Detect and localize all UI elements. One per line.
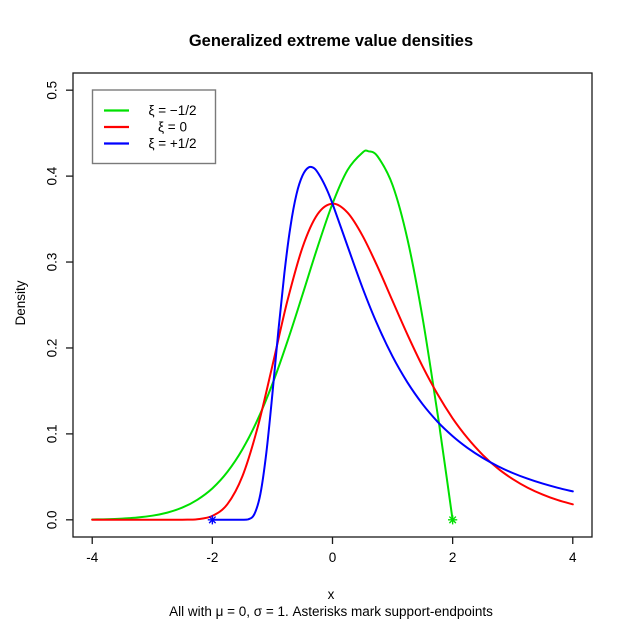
legend-label-xi-zero: ξ = 0: [158, 120, 187, 135]
x-tick-label: 2: [449, 550, 457, 565]
x-tick-label: 4: [569, 550, 577, 565]
y-tick-label: 0.3: [45, 253, 60, 272]
legend-label-xi-minus-half: ξ = −1/2: [148, 103, 196, 118]
y-tick-label: 0.4: [45, 166, 60, 185]
support-endpoint-markers: [207, 515, 458, 525]
caption: All with μ = 0, σ = 1. Asterisks mark su…: [169, 604, 493, 619]
x-tick-label: -2: [206, 550, 218, 565]
y-tick-label: 0.2: [45, 339, 60, 358]
x-tick-label: 0: [329, 550, 337, 565]
y-tick-label: 0.1: [45, 424, 60, 443]
density-curves: [91, 149, 574, 521]
y-tick-label: 0.5: [45, 81, 60, 100]
legend: ξ = −1/2 ξ = 0 ξ = +1/2: [91, 89, 217, 165]
density-curve-0: [91, 149, 454, 521]
asterisk-marker: [448, 515, 458, 525]
asterisk-marker: [207, 515, 217, 525]
axes: -4 -2 0 2 4 0.0 0.1 0.2 0.3 0.4 0.5: [45, 81, 578, 565]
legend-box: [91, 89, 217, 165]
x-axis-title: x: [328, 587, 335, 602]
y-tick-label: 0.0: [45, 510, 60, 529]
density-curve-1: [91, 202, 574, 521]
y-axis-title: Density: [13, 280, 28, 325]
x-tick-label: -4: [86, 550, 98, 565]
legend-label-xi-plus-half: ξ = +1/2: [148, 136, 196, 151]
plot-title: Generalized extreme value densities: [189, 32, 473, 50]
density-curve-2: [211, 165, 574, 521]
